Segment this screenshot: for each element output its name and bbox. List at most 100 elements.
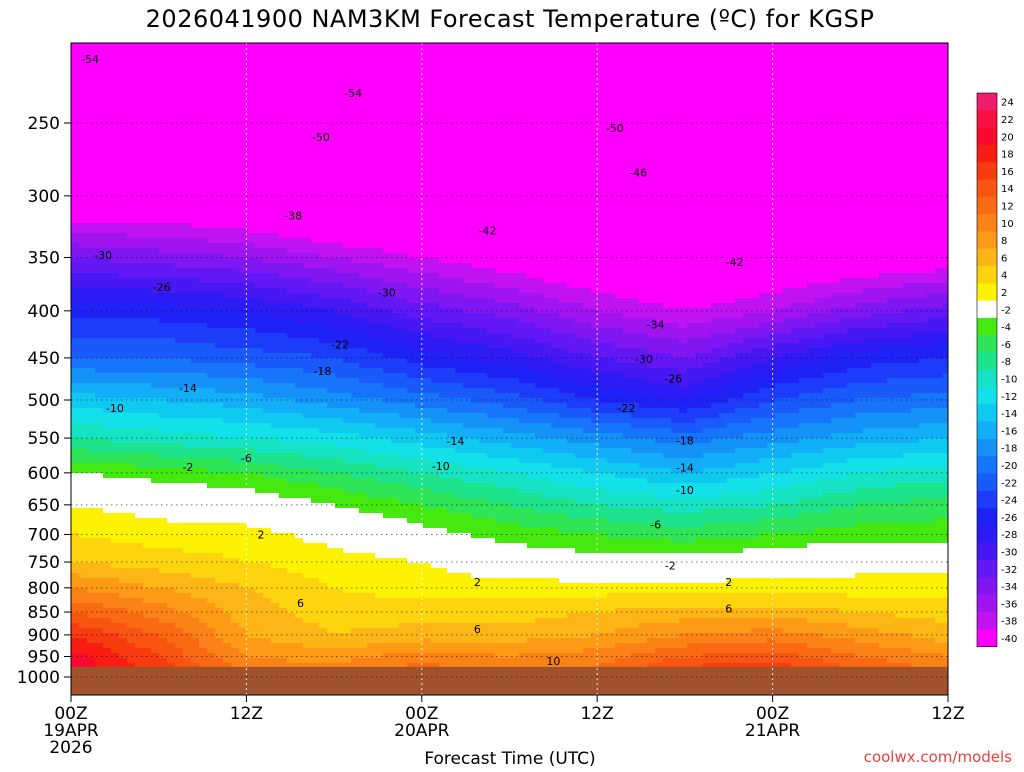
field-cell (935, 113, 944, 119)
field-cell (87, 188, 96, 194)
field-cell (375, 93, 384, 99)
field-cell (471, 98, 480, 104)
field-cell (935, 193, 944, 199)
field-cell (807, 178, 816, 184)
field-cell (943, 218, 948, 224)
field-cell (447, 223, 456, 229)
field-cell (135, 98, 144, 104)
field-cell (511, 223, 520, 229)
field-cell (167, 178, 176, 184)
field-cell (703, 88, 712, 94)
field-cell (783, 133, 792, 139)
field-cell (167, 163, 176, 169)
field-cell (431, 138, 440, 144)
field-cell (343, 238, 352, 244)
field-cell (583, 223, 592, 229)
field-cell (151, 223, 160, 229)
field-cell (95, 248, 104, 254)
field-cell (519, 218, 528, 224)
field-cell (719, 223, 728, 229)
field-cell (79, 193, 88, 199)
field-cell (87, 63, 96, 69)
field-cell (519, 248, 528, 254)
field-cell (527, 103, 536, 109)
field-cell (903, 58, 912, 64)
field-cell (871, 178, 880, 184)
field-cell (567, 158, 576, 164)
field-cell (231, 163, 240, 169)
field-cell (847, 183, 856, 189)
field-cell (415, 233, 424, 239)
field-cell (383, 133, 392, 139)
field-cell (375, 253, 384, 259)
field-cell (623, 258, 632, 264)
field-cell (943, 203, 948, 209)
field-cell (703, 48, 712, 54)
field-cell (527, 258, 536, 264)
field-cell (111, 213, 120, 219)
field-cell (455, 158, 464, 164)
field-cell (423, 218, 432, 224)
field-cell (503, 198, 512, 204)
field-cell (687, 68, 696, 74)
field-cell (111, 73, 120, 79)
field-cell (607, 113, 616, 119)
field-cell (895, 143, 904, 149)
field-cell (463, 263, 472, 269)
field-cell (607, 43, 616, 49)
field-cell (263, 153, 272, 159)
field-cell (767, 48, 776, 54)
field-cell (135, 158, 144, 164)
field-cell (79, 188, 88, 194)
field-cell (287, 188, 296, 194)
field-cell (127, 138, 136, 144)
field-cell (263, 243, 272, 249)
field-cell (551, 118, 560, 124)
field-cell (735, 103, 744, 109)
field-cell (255, 228, 264, 234)
field-cell (543, 103, 552, 109)
field-cell (335, 198, 344, 204)
field-cell (439, 98, 448, 104)
field-cell (927, 148, 936, 154)
field-cell (871, 53, 880, 59)
field-cell (919, 143, 928, 149)
field-cell (391, 48, 400, 54)
field-cell (199, 223, 208, 229)
field-cell (479, 198, 488, 204)
field-cell (359, 208, 368, 214)
field-cell (703, 133, 712, 139)
field-cell (575, 258, 584, 264)
field-cell (471, 218, 480, 224)
field-cell (255, 213, 264, 219)
field-cell (663, 148, 672, 154)
field-cell (87, 228, 96, 234)
field-cell (127, 183, 136, 189)
field-cell (151, 113, 160, 119)
field-cell (847, 63, 856, 69)
field-cell (671, 193, 680, 199)
field-cell (263, 253, 272, 259)
field-cell (567, 238, 576, 244)
field-cell (199, 188, 208, 194)
field-cell (799, 48, 808, 54)
field-cell (775, 128, 784, 134)
field-cell (647, 113, 656, 119)
field-cell (559, 228, 568, 234)
field-cell (103, 198, 112, 204)
field-cell (511, 68, 520, 74)
field-cell (71, 228, 80, 234)
field-cell (575, 123, 584, 129)
field-cell (615, 108, 624, 114)
field-cell (519, 178, 528, 184)
field-cell (111, 118, 120, 124)
field-cell (303, 183, 312, 189)
field-cell (487, 248, 496, 254)
field-cell (671, 258, 680, 264)
field-cell (255, 183, 264, 189)
field-cell (831, 48, 840, 54)
field-cell (287, 178, 296, 184)
field-cell (95, 193, 104, 199)
field-cell (703, 243, 712, 249)
field-cell (647, 93, 656, 99)
